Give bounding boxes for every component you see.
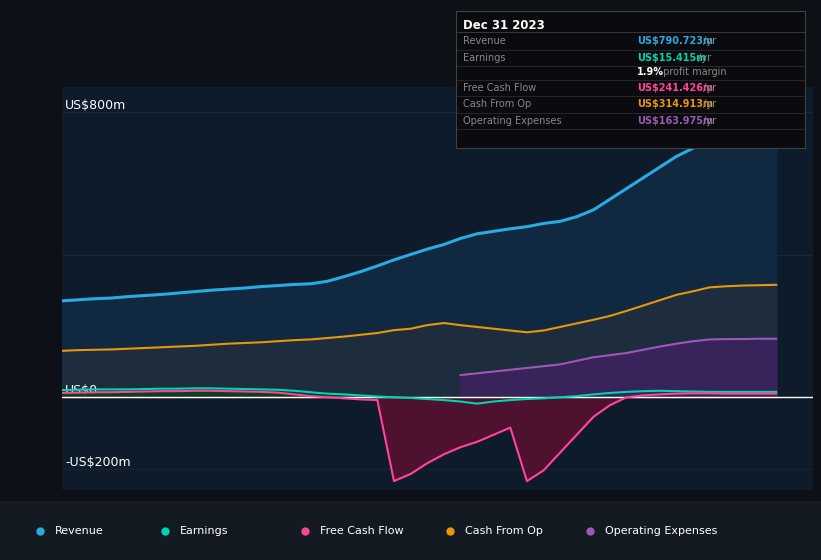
Text: Revenue: Revenue: [463, 36, 506, 46]
Text: 1.9%: 1.9%: [637, 67, 664, 77]
Text: /yr: /yr: [695, 53, 711, 63]
Text: -US$200m: -US$200m: [66, 456, 131, 469]
Text: /yr: /yr: [700, 116, 717, 126]
Text: profit margin: profit margin: [660, 67, 727, 77]
Text: 2023: 2023: [712, 506, 741, 519]
Text: 2021: 2021: [579, 506, 608, 519]
Text: Earnings: Earnings: [463, 53, 505, 63]
Text: 2016: 2016: [246, 506, 276, 519]
Text: 2022: 2022: [645, 506, 675, 519]
Text: Cash From Op: Cash From Op: [465, 526, 543, 535]
Text: US$163.975m: US$163.975m: [637, 116, 713, 126]
Text: US$790.723m: US$790.723m: [637, 36, 713, 46]
Text: /yr: /yr: [700, 36, 717, 46]
Text: 2018: 2018: [379, 506, 409, 519]
Text: Operating Expenses: Operating Expenses: [463, 116, 562, 126]
Text: Revenue: Revenue: [55, 526, 103, 535]
Text: /yr: /yr: [700, 83, 717, 93]
Text: 2017: 2017: [313, 506, 342, 519]
Text: 2020: 2020: [512, 506, 542, 519]
Text: Dec 31 2023: Dec 31 2023: [463, 20, 544, 32]
Text: 2019: 2019: [446, 506, 475, 519]
Text: /yr: /yr: [700, 100, 717, 110]
Text: Cash From Op: Cash From Op: [463, 100, 531, 110]
Text: Earnings: Earnings: [180, 526, 228, 535]
Text: 2015: 2015: [180, 506, 209, 519]
Text: Free Cash Flow: Free Cash Flow: [463, 83, 536, 93]
Text: Free Cash Flow: Free Cash Flow: [319, 526, 403, 535]
Text: US$241.426m: US$241.426m: [637, 83, 713, 93]
Text: 2014: 2014: [113, 506, 143, 519]
Text: US$15.415m: US$15.415m: [637, 53, 706, 63]
Text: US$314.913m: US$314.913m: [637, 100, 713, 110]
Text: Operating Expenses: Operating Expenses: [605, 526, 718, 535]
Text: US$0: US$0: [66, 384, 99, 397]
Text: US$800m: US$800m: [66, 99, 126, 112]
